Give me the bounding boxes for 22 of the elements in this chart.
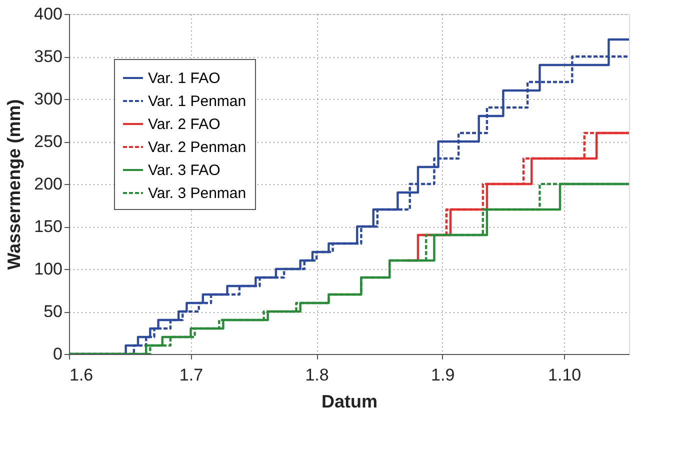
y-axis-title: Wassermenge (mm) <box>4 99 24 270</box>
legend-label: Var. 3 Penman <box>148 185 246 202</box>
y-tick-label: 50 <box>44 302 62 321</box>
y-tick-label: 350 <box>34 47 62 66</box>
y-tick-label: 200 <box>34 174 62 194</box>
y-tick-label: 100 <box>34 260 62 278</box>
legend-label: Var. 3 FAO <box>148 162 220 179</box>
x-tick-label: 1.8 <box>305 366 329 384</box>
legend-label: Var. 2 FAO <box>148 116 220 133</box>
legend-label: Var. 1 FAO <box>148 70 220 87</box>
legend-label: Var. 2 Penman <box>148 139 246 156</box>
x-tick-label: 1.7 <box>179 366 204 384</box>
x-axis-title: Datum <box>321 392 378 412</box>
x-tick-label: 1.10 <box>548 366 582 384</box>
y-tick-label: 300 <box>34 90 62 108</box>
y-tick-label: 150 <box>34 217 62 236</box>
y-tick-label: 0 <box>53 344 62 364</box>
y-tick-label: 400 <box>34 4 62 24</box>
x-tick-label: 1.9 <box>431 366 455 384</box>
legend-label: Var. 1 Penman <box>148 93 246 110</box>
x-tick-label: 1.6 <box>70 366 94 384</box>
y-tick-label: 250 <box>34 132 62 151</box>
